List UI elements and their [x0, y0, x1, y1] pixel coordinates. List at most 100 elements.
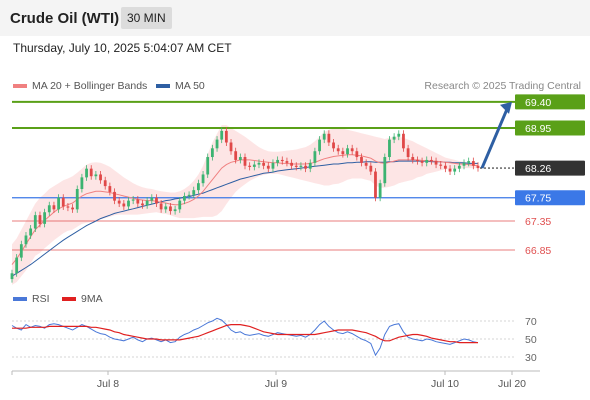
candle-body	[313, 151, 317, 163]
candle-body	[85, 168, 88, 178]
candle-body	[94, 174, 98, 177]
legend-ma20: MA 20 + Bollinger Bands	[13, 80, 147, 92]
candle-body	[187, 194, 191, 196]
candle-body	[117, 200, 121, 204]
candle-body	[75, 189, 79, 210]
candle-body	[355, 151, 359, 158]
candle-body	[411, 157, 415, 160]
candle-body	[141, 203, 144, 206]
candle-body	[248, 165, 252, 167]
candle-body	[364, 162, 368, 166]
candle-body	[201, 174, 205, 184]
rsi-tick-label: 70	[525, 316, 537, 328]
rsi-line	[11, 317, 479, 357]
x-tick-label: Jul 10	[431, 378, 459, 390]
candle-body	[159, 203, 163, 210]
candle-body	[406, 148, 410, 158]
candle-body	[457, 165, 461, 169]
candle-body	[108, 186, 112, 192]
candle-body	[99, 174, 102, 181]
candle-body	[61, 197, 65, 207]
level-label-pivot: 67.75	[525, 193, 551, 205]
candle-body	[33, 215, 37, 229]
candle-body	[71, 207, 74, 210]
candle-body	[332, 142, 335, 149]
candle-body	[266, 165, 270, 169]
candle-body	[113, 191, 116, 201]
timestamp: Thursday, July 10, 2025 5:04:07 AM CET	[13, 41, 232, 55]
candle-body	[57, 197, 60, 210]
candle-body	[285, 161, 289, 163]
candle-body	[453, 168, 457, 172]
chart-header: Crude Oil (WTI) 30 MIN	[0, 0, 590, 36]
level-label-last: 68.26	[525, 163, 551, 175]
level-tag-pivot	[515, 190, 585, 206]
candle-body	[392, 136, 396, 140]
candle-body	[471, 161, 475, 166]
candle-body	[252, 164, 256, 167]
candle-body	[346, 148, 349, 155]
candle-body	[197, 183, 200, 191]
candle-body	[439, 164, 443, 166]
legend-ma50-label: MA 50	[175, 80, 205, 92]
candle-body	[15, 257, 19, 274]
candle-body	[467, 161, 471, 163]
candle-body	[19, 244, 23, 258]
timeframe-button[interactable]: 30 MIN	[121, 7, 172, 29]
candle-body	[127, 200, 130, 207]
candle-body	[80, 177, 84, 189]
candle-body	[378, 183, 382, 198]
candle-body	[24, 235, 28, 245]
credit-text: Research © 2025 Trading Central	[424, 80, 581, 92]
level-label-target: 69.40	[525, 97, 551, 109]
forecast-arrow	[480, 106, 510, 169]
instrument-title: Crude Oil (WTI)	[10, 10, 120, 27]
candle-body	[66, 206, 70, 208]
candle-body	[318, 139, 321, 152]
candle-body	[388, 139, 391, 158]
candle-body	[43, 212, 47, 224]
legend-rsi-label: RSI	[32, 293, 50, 305]
candle-body	[178, 200, 182, 210]
candle-body	[304, 165, 307, 169]
candle-body	[299, 165, 303, 167]
ma50-line	[11, 160, 478, 277]
candle-body	[369, 165, 373, 172]
x-tick-label: Jul 8	[97, 378, 119, 390]
candle-body	[402, 133, 405, 149]
candle-body	[192, 190, 196, 195]
level-label-support: 66.85	[525, 245, 551, 257]
forecast-arrow-head	[500, 101, 512, 114]
candle-body	[229, 142, 233, 152]
rsi-swatch-icon	[13, 297, 27, 301]
candle-body	[430, 159, 433, 162]
candle-body	[29, 228, 33, 236]
candle-body	[262, 162, 266, 166]
legend-rsi-ma-label: 9MA	[81, 293, 103, 305]
candle-body	[38, 215, 42, 224]
candle-body	[47, 205, 51, 213]
x-tick-label: Jul 9	[265, 378, 287, 390]
candle-body	[103, 180, 107, 187]
x-tick-label: Jul 20	[498, 378, 526, 390]
candle-body	[290, 162, 293, 166]
legend-rsi: RSI	[13, 293, 50, 305]
candle-body	[215, 139, 219, 149]
level-tag-target	[515, 120, 585, 136]
candle-body	[308, 162, 312, 169]
candle-body	[210, 148, 214, 158]
candle-body	[294, 165, 298, 167]
candle-body	[234, 151, 238, 160]
candle-body	[425, 159, 429, 163]
candle-body	[155, 197, 158, 204]
candle-body	[397, 133, 401, 137]
level-label-support: 67.35	[525, 216, 551, 228]
candle-body	[443, 165, 447, 169]
legend-rsi-ma: 9MA	[62, 293, 103, 305]
legend-ma50: MA 50	[156, 80, 205, 92]
candle-body	[280, 159, 284, 162]
candle-body	[183, 195, 186, 201]
candle-body	[145, 200, 149, 206]
rsi-ma-swatch-icon	[62, 297, 76, 301]
